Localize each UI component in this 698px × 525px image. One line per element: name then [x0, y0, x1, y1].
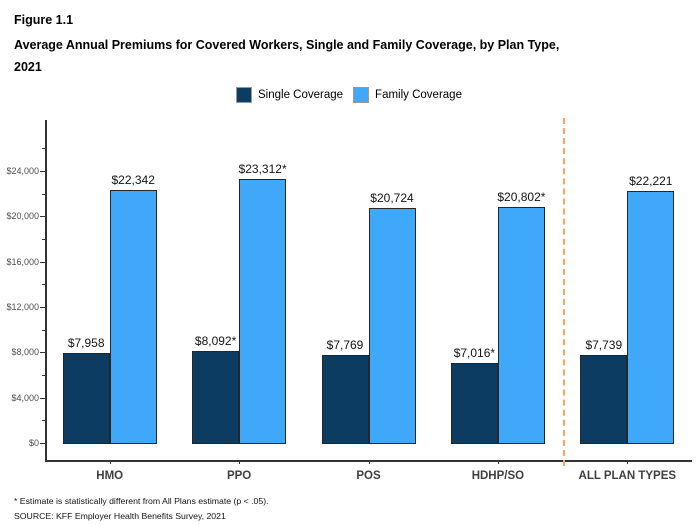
y-minor-tick	[42, 375, 45, 376]
y-major-tick	[40, 261, 45, 263]
category-label-all-plan-types: ALL PLAN TYPES	[578, 470, 677, 482]
legend-label-family-coverage: Family Coverage	[375, 89, 462, 101]
y-minor-tick	[42, 420, 45, 422]
category-label-hdhp-so: HDHP/SO	[471, 470, 525, 482]
y-axis-tick-label: $24,000	[6, 166, 39, 176]
bar-single-coverage-all-plan-types	[580, 355, 628, 444]
legend-item-family-coverage: Family Coverage	[353, 87, 462, 103]
bar-family-coverage-ppo	[239, 178, 287, 444]
y-axis-tick-label: $12,000	[6, 302, 39, 312]
bar-value-family-coverage-all-plan-types: $22,221	[629, 174, 673, 189]
y-axis-tick-label: $8,000	[11, 347, 39, 358]
category-tick	[368, 460, 370, 464]
y-major-tick	[40, 171, 45, 172]
bar-value-single-coverage-all-plan-types: $7,739	[585, 338, 623, 353]
bar-family-coverage-pos	[368, 208, 416, 444]
figure-number: Figure 1.1	[14, 13, 74, 27]
all-plans-separator-line	[562, 118, 565, 466]
bar-single-coverage-hmo	[62, 352, 110, 444]
y-axis-tick-label: $0	[28, 438, 39, 448]
y-axis-line	[45, 120, 47, 460]
bar-family-coverage-hmo	[109, 189, 157, 444]
category-label-hmo: HMO	[96, 470, 124, 482]
bar-value-family-coverage-ppo: $23,312*	[238, 161, 287, 176]
bar-value-single-coverage-hdhp-so: $7,016*	[453, 346, 496, 361]
y-minor-tick	[42, 284, 45, 286]
chart-title: Average Annual Premiums for Covered Work…	[14, 34, 684, 78]
y-major-tick	[40, 307, 45, 308]
bar-single-coverage-pos	[321, 354, 369, 444]
y-axis-tick-label: $20,000	[6, 211, 39, 222]
y-major-tick	[40, 352, 45, 354]
bar-family-coverage-hdhp-so	[497, 207, 545, 444]
footnote-significance: * Estimate is statistically different fr…	[14, 496, 269, 506]
bar-family-coverage-all-plan-types	[627, 191, 675, 444]
bar-value-family-coverage-hdhp-so: $20,802*	[497, 190, 546, 205]
bar-value-family-coverage-pos: $20,724	[370, 191, 414, 206]
bar-single-coverage-ppo	[192, 351, 240, 444]
y-major-tick	[40, 216, 45, 218]
category-label-pos: POS	[356, 470, 381, 482]
y-minor-tick	[42, 329, 45, 331]
category-label-ppo: PPO	[226, 470, 252, 482]
y-major-tick	[40, 397, 45, 399]
bar-single-coverage-hdhp-so	[450, 363, 498, 444]
family-coverage-swatch	[353, 87, 370, 103]
footnote-source: SOURCE: KFF Employer Health Benefits Sur…	[14, 511, 226, 521]
bar-value-single-coverage-hmo: $7,958	[67, 335, 105, 350]
y-axis-tick-label: $4,000	[11, 392, 39, 403]
bar-value-family-coverage-hmo: $22,342	[111, 172, 155, 187]
chart-legend: Single Coverage Family Coverage	[0, 87, 698, 103]
legend-label-single-coverage: Single Coverage	[258, 89, 344, 101]
bar-chart: $0 $4,000 $8,000 $12,000 $16,000 $20,000 $24,0…	[0, 118, 698, 490]
chart-title-line1: Average Annual Premiums for Covered Work…	[14, 38, 560, 52]
single-coverage-swatch	[236, 87, 253, 103]
y-minor-tick	[42, 239, 45, 240]
y-minor-tick	[42, 148, 45, 150]
y-axis-tick-label: $16,000	[6, 256, 39, 267]
footnotes: * Estimate is statistically different fr…	[14, 494, 269, 524]
y-major-tick	[40, 443, 45, 444]
category-tick	[109, 460, 111, 464]
category-tick	[627, 460, 629, 464]
y-minor-tick	[42, 193, 45, 195]
legend-item-single-coverage: Single Coverage	[236, 87, 343, 103]
bar-value-single-coverage-pos: $7,769	[326, 337, 364, 352]
chart-title-line2: 2021	[14, 60, 42, 74]
category-tick	[497, 460, 499, 464]
bar-value-single-coverage-ppo: $8,092*	[194, 334, 237, 349]
category-tick	[239, 460, 241, 464]
